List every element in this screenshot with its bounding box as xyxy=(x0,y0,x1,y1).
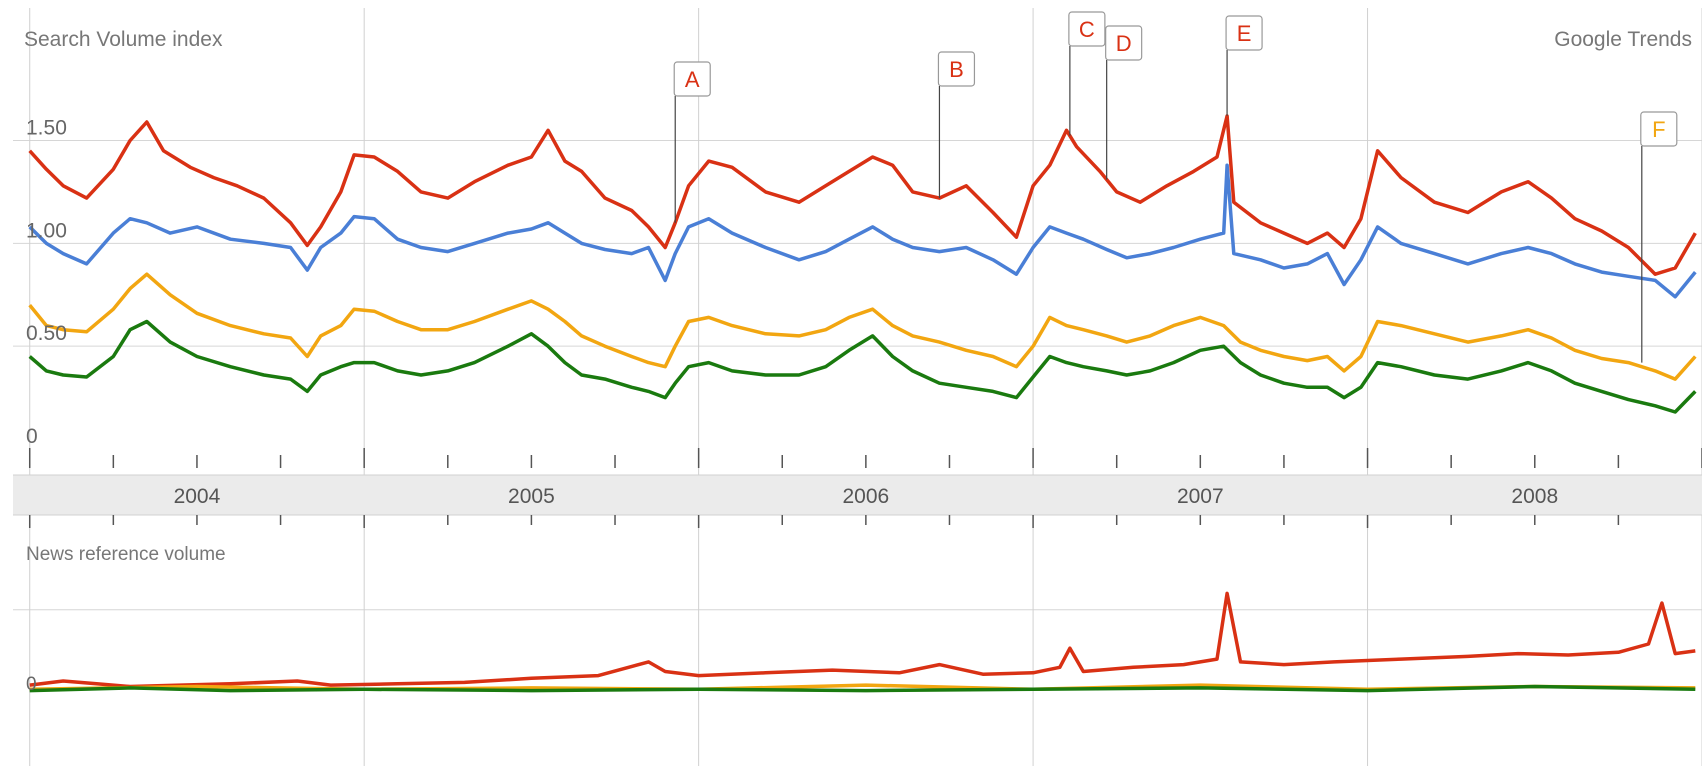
news-volume-title: News reference volume xyxy=(26,544,226,565)
search-volume-title: Search Volume index xyxy=(24,28,223,51)
annotation-flag[interactable] xyxy=(1068,11,1106,47)
annotation-a[interactable]: A xyxy=(673,61,711,223)
google-trends-label: Google Trends xyxy=(1554,28,1692,51)
search-volume-series xyxy=(28,114,1697,414)
annotation-label: F xyxy=(1652,117,1665,142)
axis-ticks xyxy=(28,448,1702,528)
year-label: 2005 xyxy=(508,485,555,508)
news-y-tick-label: 0 xyxy=(26,674,37,695)
y-tick-label: 1.00 xyxy=(26,219,67,242)
event-annotations: A B CD E F xyxy=(673,11,1678,363)
y-tick-label: 1.50 xyxy=(26,117,67,140)
year-label: 2008 xyxy=(1511,485,1558,508)
annotation-b[interactable]: B xyxy=(937,51,976,199)
search-volume-line-2 xyxy=(28,163,1697,299)
annotation-flag[interactable] xyxy=(1640,111,1678,147)
news-volume-line-1 xyxy=(29,591,1696,689)
chart-text: Search Volume index Google Trends News r… xyxy=(24,28,1692,695)
year-bar xyxy=(13,474,1702,516)
news-volume-series xyxy=(29,591,1696,693)
search-volume-line-1 xyxy=(28,114,1697,276)
year-label: 2007 xyxy=(1177,485,1224,508)
y-tick-label: 0 xyxy=(26,425,38,448)
year-bar-background xyxy=(13,475,1702,515)
annotation-label: E xyxy=(1237,21,1252,46)
year-label: 2006 xyxy=(843,485,890,508)
annotation-f[interactable]: F xyxy=(1640,111,1678,363)
annotation-flag[interactable] xyxy=(673,61,711,97)
annotation-c[interactable]: C xyxy=(1068,11,1106,136)
year-label: 2004 xyxy=(174,485,221,508)
y-tick-label: 0.50 xyxy=(26,322,67,345)
annotation-label: B xyxy=(949,57,964,82)
annotation-e[interactable]: E xyxy=(1225,15,1263,116)
annotation-flag[interactable] xyxy=(1225,15,1263,51)
annotation-label: D xyxy=(1116,31,1132,56)
news-volume-line-3 xyxy=(29,684,1696,693)
annotation-flag[interactable] xyxy=(937,51,976,87)
gridlines xyxy=(13,8,1702,766)
annotation-label: A xyxy=(685,67,700,92)
annotation-d[interactable]: D xyxy=(1105,25,1143,180)
annotation-label: C xyxy=(1079,17,1095,42)
annotation-flag[interactable] xyxy=(1105,25,1143,61)
search-volume-line-4 xyxy=(28,319,1697,414)
search-volume-line-3 xyxy=(28,272,1697,381)
